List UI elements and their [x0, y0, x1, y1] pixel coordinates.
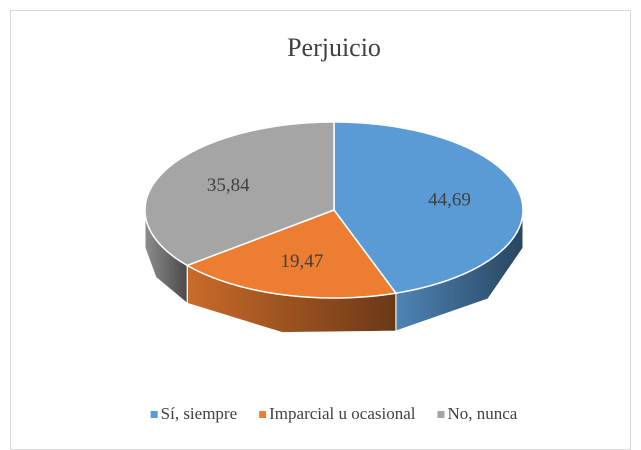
- legend-marker: [259, 411, 267, 418]
- legend: Sí, siempre Imparcial u ocasional No, nunc…: [150, 404, 518, 423]
- chart-title: Perjuicio: [287, 33, 381, 62]
- legend-label: Sí, siempre: [161, 404, 238, 423]
- pie: 44,69 19,47 35,84: [144, 121, 524, 334]
- slice: [144, 121, 335, 267]
- slice: [185, 209, 398, 299]
- slice: [333, 121, 524, 294]
- legend-label: No, nunca: [447, 404, 517, 423]
- legend-marker: [150, 411, 158, 418]
- data-label: 19,47: [280, 251, 323, 272]
- data-label: 44,69: [428, 189, 471, 210]
- legend-marker: [437, 411, 445, 418]
- data-label: 35,84: [207, 175, 250, 196]
- legend-label: Imparcial u ocasional: [269, 404, 416, 423]
